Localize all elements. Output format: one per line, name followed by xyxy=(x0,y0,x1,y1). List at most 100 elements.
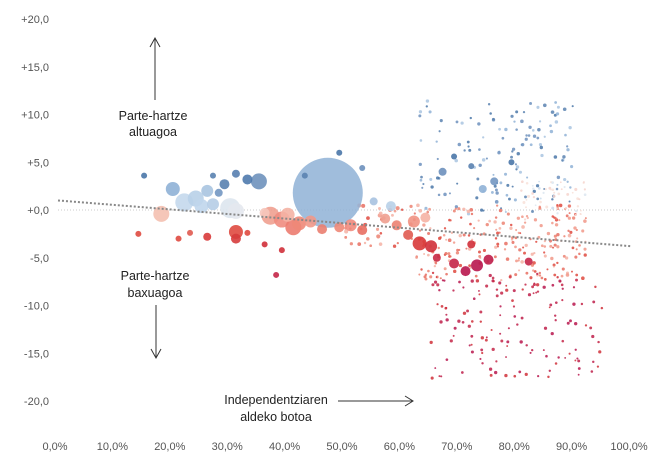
data-point xyxy=(505,284,508,287)
data-point xyxy=(420,212,431,223)
data-point xyxy=(452,241,456,244)
data-point xyxy=(536,105,540,109)
data-point xyxy=(498,281,502,285)
data-point xyxy=(278,247,285,254)
data-point xyxy=(442,233,446,237)
data-point xyxy=(584,324,588,327)
data-point xyxy=(357,242,362,246)
data-point xyxy=(227,202,244,219)
data-point xyxy=(449,339,453,343)
annotation-lower-line-2: baxuagoa xyxy=(128,286,183,300)
data-point xyxy=(475,279,480,283)
data-point xyxy=(441,279,444,282)
data-point xyxy=(550,331,554,336)
data-point xyxy=(581,276,585,281)
data-point xyxy=(412,236,427,251)
data-point xyxy=(206,198,219,211)
data-point xyxy=(465,247,468,250)
data-point xyxy=(539,224,543,228)
data-point xyxy=(438,167,447,176)
data-point xyxy=(514,163,518,166)
data-point xyxy=(556,105,560,109)
data-point xyxy=(457,319,461,323)
data-point xyxy=(431,271,435,275)
data-point xyxy=(559,181,562,184)
data-point xyxy=(570,165,574,169)
data-point xyxy=(571,216,576,220)
data-point xyxy=(543,326,548,330)
data-point xyxy=(369,244,373,248)
data-point xyxy=(495,288,499,291)
data-point xyxy=(452,209,456,213)
data-point xyxy=(523,221,527,224)
data-point xyxy=(391,220,402,231)
data-point xyxy=(436,303,439,306)
data-point xyxy=(517,257,521,260)
data-point xyxy=(380,213,391,224)
data-point xyxy=(558,219,561,222)
data-point xyxy=(564,356,567,359)
data-point xyxy=(482,136,485,139)
data-point xyxy=(531,192,534,195)
data-point xyxy=(491,279,495,283)
data-point xyxy=(444,306,448,310)
data-point xyxy=(424,277,428,281)
x-tick-label: 90,0% xyxy=(556,441,587,453)
data-point xyxy=(515,110,519,114)
data-point xyxy=(523,251,526,255)
data-point xyxy=(551,283,555,287)
data-point xyxy=(470,320,474,323)
data-point xyxy=(540,244,544,248)
data-point xyxy=(495,294,499,298)
data-point xyxy=(542,349,545,352)
data-point xyxy=(522,201,526,204)
data-point xyxy=(556,245,560,249)
data-point xyxy=(244,229,251,236)
data-point xyxy=(506,345,509,347)
data-point xyxy=(598,350,602,354)
data-point xyxy=(550,188,552,191)
data-point xyxy=(344,236,348,239)
data-point xyxy=(571,270,573,273)
data-point xyxy=(449,255,452,258)
data-point xyxy=(366,216,370,220)
data-point xyxy=(458,280,461,284)
data-point xyxy=(472,297,476,301)
data-point xyxy=(453,269,457,274)
data-point xyxy=(555,112,560,116)
data-point xyxy=(583,181,585,183)
data-point xyxy=(565,273,570,277)
data-point xyxy=(468,264,472,268)
data-point xyxy=(514,273,518,277)
data-point xyxy=(520,119,524,124)
data-point xyxy=(453,326,457,330)
data-point xyxy=(504,210,507,213)
annotation-independence-line-1: Independentziaren xyxy=(224,393,328,407)
data-point xyxy=(485,336,488,339)
data-point xyxy=(439,277,442,280)
data-point xyxy=(568,233,571,236)
data-point xyxy=(521,225,525,229)
data-point xyxy=(419,139,423,142)
data-point xyxy=(531,349,534,352)
data-point xyxy=(566,192,570,196)
data-point xyxy=(419,178,423,182)
data-point xyxy=(527,293,532,297)
data-point xyxy=(574,348,577,351)
data-point xyxy=(542,285,546,289)
data-point xyxy=(596,365,600,368)
data-point xyxy=(455,120,459,124)
data-point xyxy=(447,238,452,243)
data-point xyxy=(494,188,498,192)
data-point xyxy=(418,162,422,167)
data-point xyxy=(431,283,435,287)
data-point xyxy=(515,259,518,263)
data-point xyxy=(456,248,459,252)
data-point xyxy=(552,194,556,198)
data-point xyxy=(433,280,438,284)
data-point xyxy=(393,209,397,213)
data-point xyxy=(427,269,430,273)
data-point xyxy=(564,133,567,137)
data-point xyxy=(454,205,459,209)
data-point xyxy=(496,245,499,248)
